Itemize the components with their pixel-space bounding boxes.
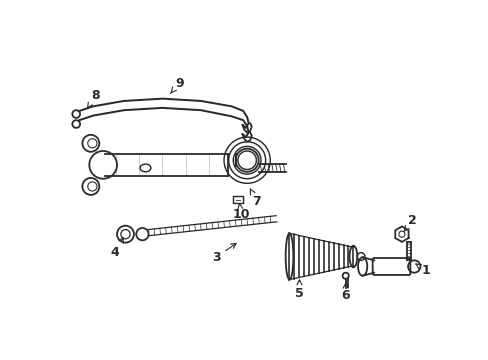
Text: 10: 10 <box>232 204 249 221</box>
Text: 2: 2 <box>403 214 416 232</box>
Text: 3: 3 <box>212 243 236 264</box>
Text: 5: 5 <box>295 280 303 300</box>
Text: 7: 7 <box>250 189 260 208</box>
Text: 4: 4 <box>110 238 123 259</box>
Text: 6: 6 <box>341 283 349 302</box>
Text: 1: 1 <box>415 264 429 277</box>
Text: 9: 9 <box>170 77 183 94</box>
Text: 8: 8 <box>87 89 100 108</box>
